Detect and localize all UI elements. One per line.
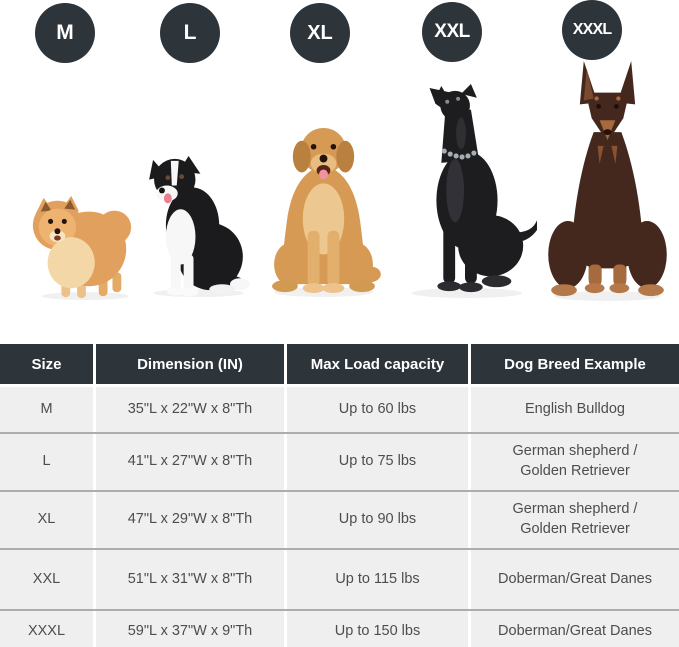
row-l-size: L [0, 434, 93, 490]
doberman-eye [614, 104, 619, 109]
header-size: Size [0, 344, 93, 384]
golden-retriever-tongue [319, 169, 328, 180]
row-xl-breed: German shepherd / Golden Retriever [471, 492, 679, 548]
border-collie-photo [149, 155, 250, 298]
pomeranian-eye [61, 218, 67, 224]
table-row-l: L 41"L x 27"W x 8"Th Up to 75 lbs German… [0, 432, 679, 490]
pomeranian-eye [48, 218, 54, 224]
border-collie-nose [158, 187, 165, 194]
row-l-breed: German shepherd / Golden Retriever [471, 434, 679, 490]
size-badge-m: M [35, 3, 95, 63]
doberman-body [548, 60, 667, 289]
row-m-dimension: 35"L x 22"W x 8"Th [96, 387, 284, 432]
size-badge-l: L [160, 3, 220, 63]
size-table: Size Dimension (IN) Max Load capacity Do… [0, 344, 679, 647]
great-dane-body [429, 84, 537, 284]
golden-retriever-eye [310, 143, 317, 150]
table-row-xl: XL 47"L x 29"W x 8"Th Up to 90 lbs Germa… [0, 490, 679, 548]
row-xxxl-size: XXXL [0, 611, 93, 647]
row-l-dimension: 41"L x 27"W x 8"Th [96, 434, 284, 490]
row-xxl-dimension: 51"L x 31"W x 8"Th [96, 550, 284, 609]
table-header-row: Size Dimension (IN) Max Load capacity Do… [0, 344, 679, 384]
row-xxxl-capacity: Up to 150 lbs [287, 611, 468, 647]
table-row-xxl: XXL 51"L x 31"W x 8"Th Up to 115 lbs Dob… [0, 548, 679, 609]
row-m-breed: English Bulldog [471, 387, 679, 432]
row-xxl-breed: Doberman/Great Danes [471, 550, 679, 609]
table-row-m: M 35"L x 22"W x 8"Th Up to 60 lbs Englis… [0, 387, 679, 432]
row-xl-dimension: 47"L x 29"W x 8"Th [96, 492, 284, 548]
doberman-nose [603, 129, 612, 136]
great-dane-photo [411, 84, 537, 299]
golden-retriever-photo [272, 127, 381, 298]
border-collie-eye [165, 175, 171, 181]
row-xl-size: XL [0, 492, 93, 548]
row-xxl-capacity: Up to 115 lbs [287, 550, 468, 609]
header-breed: Dog Breed Example [471, 344, 679, 384]
border-collie-body [149, 155, 244, 291]
row-m-capacity: Up to 60 lbs [287, 387, 468, 432]
row-xl-capacity: Up to 90 lbs [287, 492, 468, 548]
size-badge-xxxl: XXXL [562, 0, 622, 60]
row-m-size: M [0, 387, 93, 432]
golden-retriever-eye [330, 143, 337, 150]
row-l-capacity: Up to 75 lbs [287, 434, 468, 490]
golden-retriever-nose [319, 154, 328, 163]
border-collie-tongue [163, 193, 172, 204]
great-dane-eye [456, 96, 461, 101]
row-xxxl-breed: Doberman/Great Danes [471, 611, 679, 647]
row-xxl-size: XXL [0, 550, 93, 609]
header-dimension: Dimension (IN) [96, 344, 284, 384]
chain-collar [441, 148, 477, 160]
doberman-photo [548, 60, 667, 302]
table-row-xxxl: XXXL 59"L x 37"W x 9"Th Up to 150 lbs Do… [0, 609, 679, 647]
border-collie-eye [179, 174, 185, 180]
size-badge-xxl: XXL [422, 2, 482, 62]
header-capacity: Max Load capacity [287, 344, 468, 384]
size-badge-xl: XL [290, 3, 350, 63]
great-dane-eye [445, 99, 450, 104]
doberman-eye [596, 104, 601, 109]
row-xxxl-dimension: 59"L x 37"W x 9"Th [96, 611, 284, 647]
pomeranian-photo [32, 195, 132, 301]
pomeranian-nose [54, 228, 61, 235]
